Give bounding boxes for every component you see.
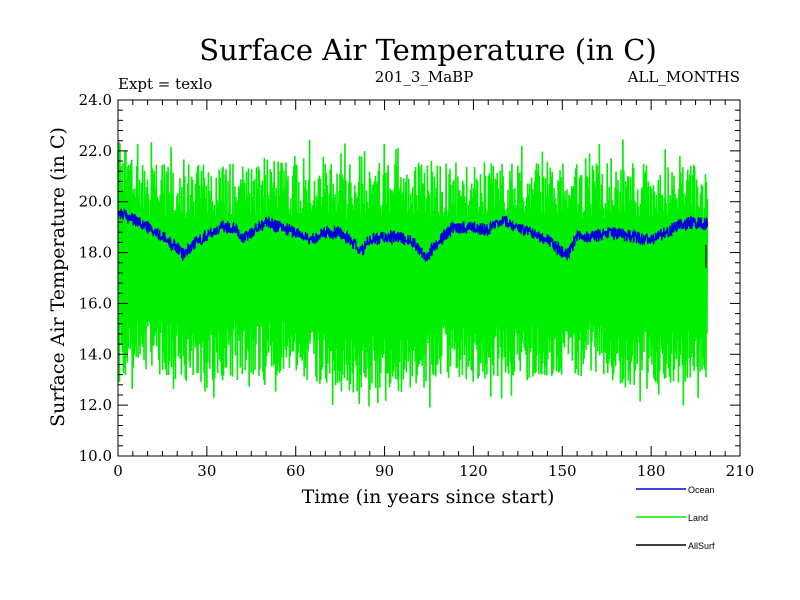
tick-labels-group: 0 30 60 90 120 150 180 210 10.0 12.0 14.0 16.0 18.0 2… [79,91,755,480]
x-tick-label: 150 [548,462,577,480]
series-line-ocean [117,207,709,262]
y-tick-label: 20.0 [79,193,112,211]
chart-title: Surface Air Temperature (in C) [199,33,657,67]
legend: Ocean Land AllSurf [636,485,715,551]
y-tick-label: 10.0 [79,447,112,465]
x-tick-label: 30 [197,462,216,480]
chart-subtitle-right: ALL_MONTHS [627,68,740,86]
x-tick-label: 180 [637,462,666,480]
chart-subtitle-center: 201_3_MaBP [375,68,474,86]
x-tick-label: 60 [286,462,305,480]
axes-group [117,99,741,457]
y-tick-label: 16.0 [79,294,112,312]
y-axis-label: Surface Air Temperature (in C) [47,127,69,427]
x-tick-label: 210 [726,462,755,480]
y-tick-label: 22.0 [79,142,112,160]
y-tick-label: 14.0 [79,345,112,363]
y-tick-label: 12.0 [79,396,112,414]
legend-label-ocean: Ocean [688,485,715,495]
y-tick-label: 24.0 [79,91,112,109]
series-line-land [117,139,709,408]
x-tick-label: 0 [113,462,123,480]
x-tick-label: 90 [375,462,394,480]
x-axis-label: Time (in years since start) [302,486,555,508]
chart-subtitle-left: Expt = texlo [118,75,212,93]
legend-label-land: Land [688,513,708,523]
x-tick-label: 120 [459,462,488,480]
plot-series-group [117,139,709,408]
legend-label-allsurf: AllSurf [688,541,715,551]
y-tick-label: 18.0 [79,244,112,262]
